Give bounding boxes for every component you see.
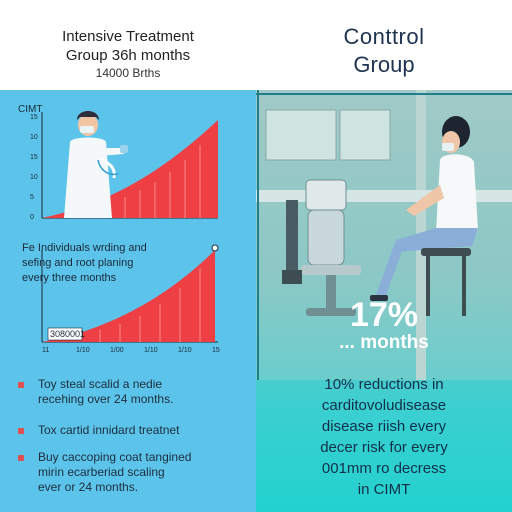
right-title-line1: Conttrol (343, 24, 425, 49)
bottom-chart-text-line2: sefing and root planing (22, 257, 134, 269)
bullet-3-line2: mirin ecarberiad scaling (38, 465, 165, 479)
percent-stat: 17% (349, 296, 419, 334)
dental-chair-illustration (282, 179, 361, 316)
bottom-chart (41, 244, 219, 343)
patient-illustration (370, 116, 478, 316)
top-chart-y-tick: 15 (30, 154, 38, 161)
left-title-line3: 14000 Brths (95, 66, 161, 80)
top-chart-area (42, 120, 218, 218)
top-chart-y-tick: 10 (30, 134, 38, 141)
bullet-dot (18, 428, 24, 434)
bottom-chart-end-point (211, 244, 219, 252)
bottom-chart-x-tick: 1/10 (178, 347, 192, 354)
bullet-dot (18, 382, 24, 388)
clinic-illustration (256, 90, 512, 380)
right-title-line2: Group (353, 52, 415, 77)
bullet-1-line1: Toy steal scalid a nedie (38, 377, 163, 391)
left-title-line1: Intensive Treatment (62, 28, 194, 45)
bottom-chart-text-line1: Fe Individuals wrding and (22, 242, 147, 254)
right-header: Conttrol Group (256, 0, 512, 90)
bottom-chart-box (47, 327, 83, 341)
reduction-paragraph: 10% reductions in carditovoludisease dis… (256, 374, 512, 500)
left-header: Intensive Treatment Group 36h months 140… (0, 0, 256, 90)
top-chart (41, 111, 218, 219)
top-chart-y-tick: 10 (30, 174, 38, 181)
bottom-chart-x-tick: 1/10 (76, 347, 90, 354)
control-group-panel: Conttrol Group (256, 0, 512, 512)
para-line6: in CIMT (357, 481, 411, 498)
bottom-chart-area (42, 250, 215, 342)
top-chart-axis-label: CIMT (18, 104, 43, 115)
months-label: ... months (339, 332, 429, 353)
bottom-chart-hatching (99, 268, 201, 342)
bottom-chart-x-tick: 1/00 (110, 347, 124, 354)
intensive-treatment-panel: Intensive Treatment Group 36h months 140… (0, 0, 256, 512)
para-line2: carditovoludisease (321, 397, 447, 414)
para-line3: disease riish every (321, 418, 447, 435)
top-chart-y-tick: 5 (30, 194, 34, 201)
bottom-chart-text-line3: every three months (22, 272, 117, 284)
right-body: 17% ... months 10% reductions in cardito… (256, 90, 512, 512)
bottom-chart-x-tick: 1/10 (144, 347, 158, 354)
bullet-3-line1: Buy caccoping coat tangined (38, 450, 192, 464)
left-body: CIMT 15 10 15 10 5 0 (0, 90, 256, 512)
left-title-line2: Group 36h months (65, 47, 191, 64)
top-chart-y-tick: 15 (30, 114, 38, 121)
doctor-illustration (64, 111, 128, 218)
bullet-dot (18, 455, 24, 461)
bottom-chart-x-tick: 15 (212, 347, 220, 354)
top-chart-y-tick: 0 (30, 214, 34, 221)
para-line5: 001mm ro decress (321, 460, 447, 477)
bullet-2-line1: Tox cartid innidard treatnet (38, 423, 180, 437)
bullet-1-line2: recehing over 24 months. (38, 392, 174, 406)
para-line1: 10% reductions in (324, 376, 444, 393)
bullet-3-line3: ever or 24 months. (38, 480, 139, 494)
bottom-chart-x-tick: 11 (42, 347, 50, 354)
window (265, 109, 337, 161)
para-line4: decer risk for every (320, 439, 448, 456)
bottom-chart-box-label: 3080001 (50, 329, 86, 339)
